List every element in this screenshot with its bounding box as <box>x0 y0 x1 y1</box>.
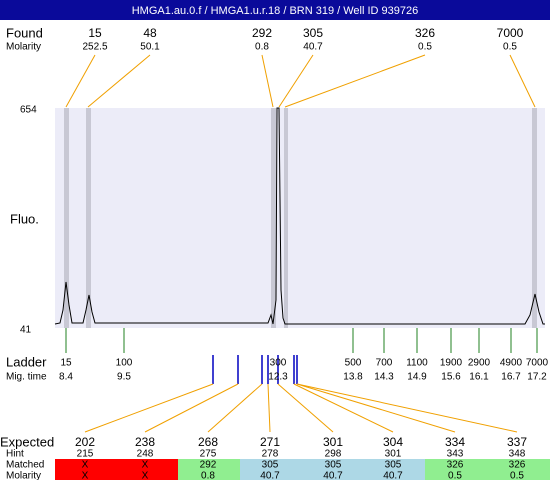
expected-size: 238 <box>135 435 155 449</box>
expected-size: 271 <box>260 435 280 449</box>
trace <box>54 107 545 325</box>
hint-size: 298 <box>325 449 342 460</box>
expected-label: Expected <box>0 434 54 449</box>
matched-molarity: 40.7 <box>260 471 280 480</box>
matched-size: 326 <box>447 460 464 471</box>
found-molarity: 50.1 <box>140 42 160 53</box>
matched-label: Matched <box>6 460 44 471</box>
ladder-size: 7000 <box>526 358 549 369</box>
matched-size: X <box>142 460 149 471</box>
hint-size: 275 <box>200 449 217 460</box>
found-molarity: 252.5 <box>82 42 107 53</box>
expected-size: 202 <box>75 435 95 449</box>
hint-size: 278 <box>262 449 279 460</box>
matched-molarity-label: Molarity <box>6 471 41 480</box>
ladder-time: 13.8 <box>343 372 363 383</box>
expected-size: 268 <box>198 435 218 449</box>
y-min: 41 <box>20 325 32 336</box>
found-label: Found <box>6 25 43 40</box>
ladder-time: 14.9 <box>407 372 427 383</box>
ladder-time: 16.1 <box>469 372 489 383</box>
y-axis-label: Fluo. <box>10 211 39 226</box>
matched-molarity: 0.8 <box>201 471 215 480</box>
ladder-size: 1900 <box>440 358 463 369</box>
hint-size: 348 <box>509 449 526 460</box>
ladder-label: Ladder <box>6 354 47 369</box>
found-link <box>284 54 426 108</box>
hint-label: Hint <box>6 449 24 460</box>
matched-size: 326 <box>509 460 526 471</box>
ladder-size: 2900 <box>468 358 491 369</box>
found-link <box>65 54 96 108</box>
found-size: 15 <box>88 26 102 40</box>
expected-size: 337 <box>507 435 527 449</box>
ladder-time: 9.5 <box>117 372 131 383</box>
title: HMGA1.au.0.f / HMGA1.u.r.18 / BRN 319 / … <box>132 5 419 17</box>
expected-size: 301 <box>323 435 343 449</box>
time-label: Mig. time <box>6 372 47 383</box>
hint-size: 343 <box>447 449 464 460</box>
ladder-size: 500 <box>345 358 362 369</box>
ladder-time: 15.6 <box>441 372 461 383</box>
found-molarity: 0.5 <box>503 42 517 53</box>
matched-molarity: 0.5 <box>510 471 524 480</box>
found-link <box>261 54 274 108</box>
ladder-time: 12.3 <box>268 372 288 383</box>
matched-molarity: X <box>82 471 89 480</box>
ladder-size: 100 <box>116 358 133 369</box>
y-max: 654 <box>20 105 37 116</box>
found-molarity: 0.5 <box>418 42 432 53</box>
ladder-time: 14.3 <box>374 372 394 383</box>
expected-links <box>84 383 518 433</box>
ladder-size: 4900 <box>500 358 523 369</box>
matched-molarity: 40.7 <box>383 471 403 480</box>
matched-size: X <box>82 460 89 471</box>
found-link <box>278 54 314 108</box>
matched-size: 305 <box>325 460 342 471</box>
matched-size: 305 <box>262 460 279 471</box>
found-molarity: 40.7 <box>303 42 323 53</box>
ladder-size: 700 <box>376 358 393 369</box>
ladder-time: 17.2 <box>527 372 547 383</box>
found-size: 48 <box>143 26 157 40</box>
found-size: 7000 <box>497 26 524 40</box>
found-link <box>87 54 151 108</box>
plot-area <box>55 108 545 328</box>
found-size: 326 <box>415 26 435 40</box>
matched-size: 292 <box>200 460 217 471</box>
hint-size: 248 <box>137 449 154 460</box>
ladder-time: 8.4 <box>59 372 73 383</box>
ladder-size: 1100 <box>406 358 428 369</box>
expected-size: 304 <box>383 435 403 449</box>
match-cells <box>55 459 550 480</box>
hint-size: 301 <box>385 449 402 460</box>
title-bar <box>0 0 550 20</box>
ladder-time: 16.7 <box>501 372 521 383</box>
peak-bands <box>64 108 537 328</box>
found-link <box>509 54 536 108</box>
molarity-label: Molarity <box>6 42 41 53</box>
found-size: 292 <box>252 26 272 40</box>
expected-size: 334 <box>445 435 465 449</box>
found-size: 305 <box>303 26 323 40</box>
found-molarity: 0.8 <box>255 42 269 53</box>
matched-size: 305 <box>385 460 402 471</box>
matched-molarity: 0.5 <box>448 471 462 480</box>
hint-size: 215 <box>77 449 94 460</box>
blue-ticks <box>212 355 298 384</box>
ladder-size: 300 <box>270 358 287 369</box>
matched-molarity: X <box>142 471 149 480</box>
matched-molarity: 40.7 <box>323 471 343 480</box>
ladder-size: 15 <box>60 358 72 369</box>
